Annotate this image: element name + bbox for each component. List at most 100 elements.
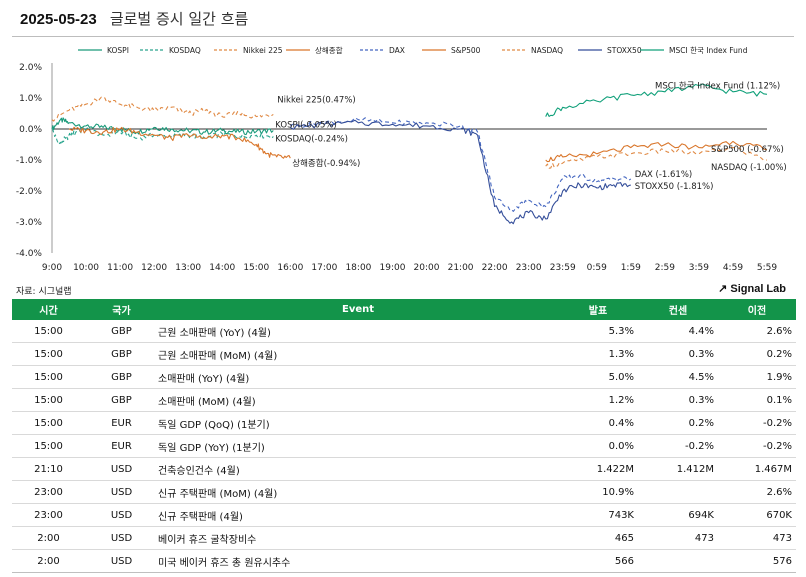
series-line [290,119,631,225]
y-tick-label: 2.0% [19,63,42,73]
table-row: 15:00 GBP 근원 소매판매 (MoM) (4월) 1.3% 0.3% 0.2% [12,342,796,366]
cell-time: 23:00 [12,503,85,527]
cell-event: 미국 베이커 휴즈 총 원유시추수 [158,549,558,573]
cell-consensus: 0.3% [638,342,718,366]
cell-event: 건축승인건수 (4월) [158,457,558,481]
cell-previous: -0.2% [718,434,796,458]
series-line [68,126,291,159]
cell-actual: 5.3% [558,320,638,343]
series-end-label: STOXX50 (-1.81%) [635,182,714,192]
chart-axes: 2.0% 1.0% 0.0% -1.0% -2.0% -3.0% -4.0% 9:00 10:0… [16,63,777,273]
cell-consensus: 4.4% [638,320,718,343]
cell-previous: 2.6% [718,320,796,343]
legend-item-label: MSCI 한국 Index Fund [669,46,748,55]
cell-country: GBP [85,388,158,412]
cell-previous: 670K [718,503,796,527]
y-tick-label: -2.0% [16,187,43,197]
x-tick-label: 19:00 [380,263,406,273]
col-header-actual: 발표 [558,299,638,320]
chart-series [51,83,768,225]
x-tick-label: 14:00 [209,263,235,273]
cell-consensus: 694K [638,503,718,527]
x-tick-label: 18:00 [345,263,371,273]
cell-previous: 1.9% [718,365,796,389]
cell-actual: 465 [558,526,638,550]
cell-country: EUR [85,411,158,435]
title-divider [12,36,794,37]
cell-event: 소매판매 (YoY) (4월) [158,365,558,389]
legend-item-label: NASDAQ [531,46,563,55]
y-tick-label: -3.0% [16,218,43,228]
cell-event: 베이커 휴즈 굴착장비수 [158,526,558,550]
table-row: 15:00 GBP 근원 소매판매 (YoY) (4월) 5.3% 4.4% 2.6% [12,320,796,343]
cell-country: USD [85,457,158,481]
cell-actual: 5.0% [558,365,638,389]
cell-previous: 0.1% [718,388,796,412]
cell-previous: 576 [718,549,796,573]
table-row: 2:00 USD 베이커 휴즈 굴착장비수 465 473 473 [12,526,796,550]
cell-actual: 0.0% [558,434,638,458]
series-end-label: Nikkei 225(0.47%) [277,95,355,105]
cell-time: 21:10 [12,457,85,481]
x-tick-label: 13:00 [175,263,201,273]
cell-country: USD [85,549,158,573]
cell-event: 독일 GDP (QoQ) (1분기) [158,411,558,435]
event-table: 시간 국가 Event 발표 컨센 이전 15:00 GBP 근원 소매판매 (Yo… [12,299,796,573]
x-tick-label: 16:00 [277,263,303,273]
series-end-label: MSCI 한국 Index Fund (1.12%) [655,81,780,91]
x-tick-label: 23:00 [516,263,542,273]
cell-country: USD [85,480,158,504]
series-line [545,83,768,117]
y-tick-label: 0.0% [19,125,42,135]
cell-consensus: -0.2% [638,434,718,458]
line-chart: KOSPI KOSDAQ Nikkei 225 상해종합 DAX S&P500 NASDAQ… [16,45,787,273]
col-header-consensus: 컨센 [638,299,718,320]
table-row: 15:00 GBP 소매판매 (YoY) (4월) 5.0% 4.5% 1.9% [12,365,796,389]
cell-time: 15:00 [12,320,85,343]
series-line [51,96,274,122]
cell-country: GBP [85,342,158,366]
cell-country: GBP [85,320,158,343]
cell-actual: 0.4% [558,411,638,435]
brand-name: Signal Lab [730,283,786,295]
x-tick-label: 3:59 [689,263,709,273]
trend-icon: ↗ [718,283,728,295]
cell-actual: 1.422M [558,457,638,481]
legend-item-label: S&P500 [451,46,481,55]
chart-end-labels: KOSPI(-0.05%) KOSDAQ(-0.24%) Nikkei 225(0.… [275,81,786,192]
x-tick-label: 2:59 [655,263,675,273]
chart-legend: KOSPI KOSDAQ Nikkei 225 상해종합 DAX S&P500 NASDAQ… [78,45,748,55]
x-tick-label: 1:59 [621,263,641,273]
cell-time: 15:00 [12,434,85,458]
x-tick-label: 11:00 [107,263,133,273]
col-header-country: 국가 [85,299,158,320]
cell-previous: 473 [718,526,796,550]
x-tick-label: 23:59 [550,263,576,273]
col-header-event: Event [158,299,558,320]
table-header-row: 시간 국가 Event 발표 컨센 이전 [12,299,796,320]
x-tick-label: 0:59 [587,263,607,273]
table-row: 21:10 USD 건축승인건수 (4월) 1.422M 1.412M 1.467M [12,457,796,481]
cell-previous: -0.2% [718,411,796,435]
series-end-label: S&P500 (-0.67%) [711,145,784,155]
x-tick-label: 20:00 [414,263,440,273]
x-tick-label: 21:00 [448,263,474,273]
y-tick-label: 1.0% [19,94,42,104]
cell-time: 2:00 [12,549,85,573]
report-date: 2025-05-23 [20,11,97,28]
cell-time: 15:00 [12,388,85,412]
cell-consensus: 4.5% [638,365,718,389]
series-line [51,117,274,136]
cell-event: 근원 소매판매 (YoY) (4월) [158,320,558,343]
cell-actual: 1.2% [558,388,638,412]
cell-country: EUR [85,434,158,458]
table-row: 23:00 USD 신규 주택판매 (4월) 743K 694K 670K [12,503,796,527]
series-end-label: NASDAQ (-1.00%) [711,163,787,173]
legend-item-label: Nikkei 225 [243,46,283,55]
cell-event: 신규 주택판매 (4월) [158,503,558,527]
cell-time: 2:00 [12,526,85,550]
series-end-label: 상해종합(-0.94%) [292,158,360,169]
cell-consensus: 473 [638,526,718,550]
cell-actual: 743K [558,503,638,527]
x-tick-label: 5:59 [757,263,777,273]
